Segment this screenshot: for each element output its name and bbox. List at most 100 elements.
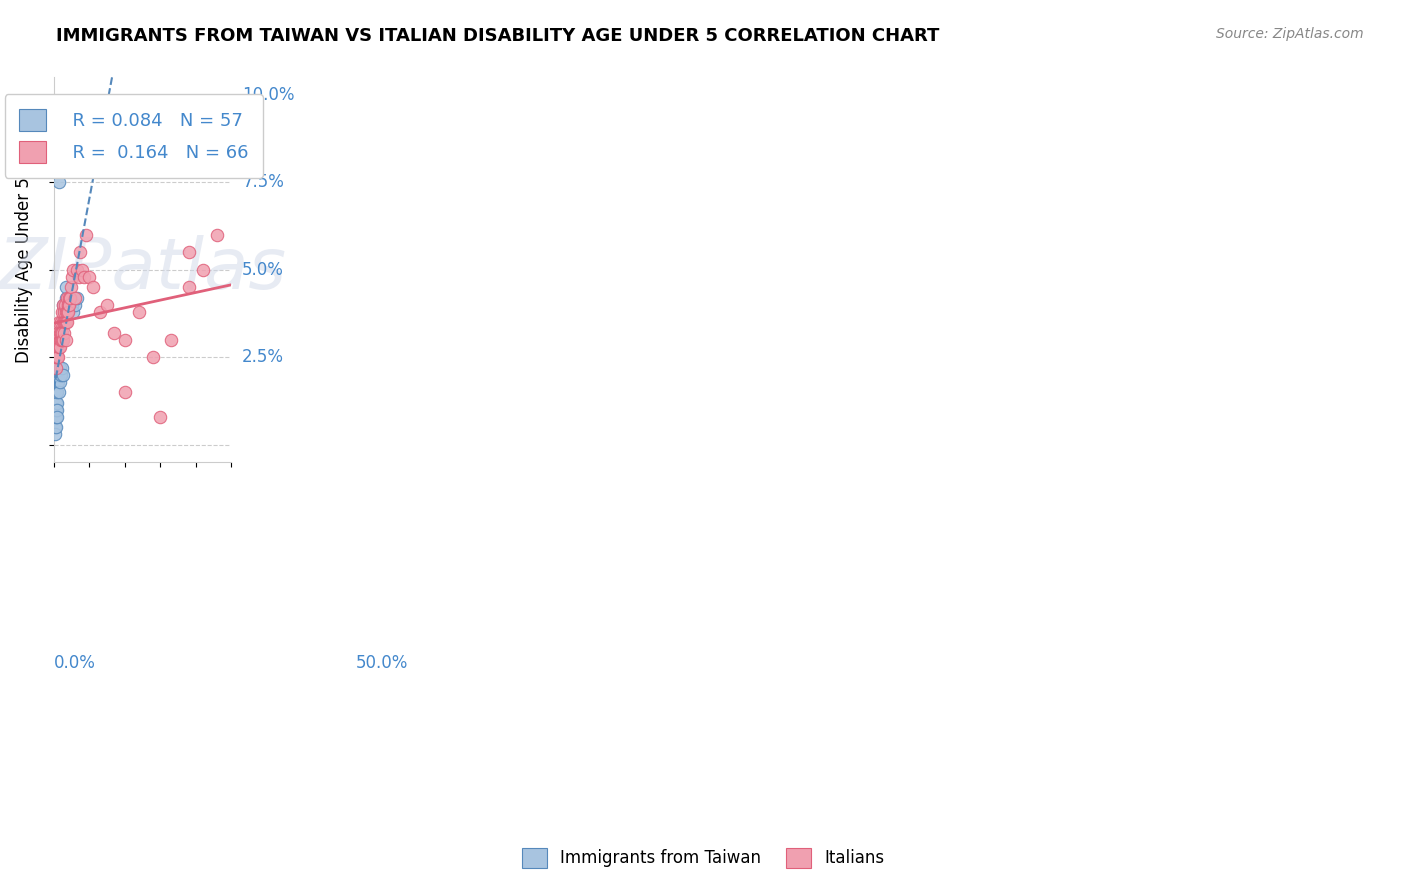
Point — [46, 368, 69, 382]
Point — [49, 368, 72, 382]
Point — [53, 304, 76, 318]
Point — [45, 368, 67, 382]
Point — [46, 375, 69, 389]
Point — [49, 360, 72, 375]
Point — [53, 298, 76, 312]
Point — [45, 350, 67, 364]
Text: 50.0%: 50.0% — [356, 655, 408, 673]
Text: 2.5%: 2.5% — [242, 348, 284, 366]
Point — [59, 291, 82, 305]
Text: Source: ZipAtlas.com: Source: ZipAtlas.com — [1216, 27, 1364, 41]
Point — [44, 360, 66, 375]
Point — [45, 326, 67, 340]
Point — [45, 395, 67, 409]
Text: 0.0%: 0.0% — [53, 655, 96, 673]
Point — [46, 340, 69, 354]
Point — [55, 291, 77, 305]
Point — [52, 298, 75, 312]
Point — [82, 280, 104, 294]
Point — [48, 368, 70, 382]
Point — [53, 315, 76, 329]
Point — [46, 105, 69, 120]
Point — [45, 375, 67, 389]
Point — [51, 326, 73, 340]
Point — [52, 333, 75, 347]
Point — [55, 315, 77, 329]
Point — [49, 375, 72, 389]
Point — [48, 340, 70, 354]
Point — [45, 402, 67, 417]
Point — [44, 340, 66, 354]
Point — [44, 385, 66, 400]
Point — [58, 298, 80, 312]
Point — [128, 304, 150, 318]
Point — [53, 315, 76, 329]
Point — [45, 368, 67, 382]
Point — [89, 304, 111, 318]
Point — [44, 402, 66, 417]
Point — [44, 368, 66, 382]
Point — [56, 298, 79, 312]
Point — [45, 385, 67, 400]
Point — [59, 291, 82, 305]
Point — [49, 333, 72, 347]
Point — [77, 269, 100, 284]
Point — [70, 262, 93, 277]
Point — [75, 227, 97, 242]
Point — [46, 350, 69, 364]
Point — [149, 409, 172, 424]
Point — [59, 280, 82, 294]
Point — [58, 291, 80, 305]
Point — [51, 326, 73, 340]
Point — [96, 298, 118, 312]
Point — [45, 402, 67, 417]
Legend: Immigrants from Taiwan, Italians: Immigrants from Taiwan, Italians — [515, 841, 891, 875]
Point — [48, 326, 70, 340]
Point — [66, 291, 89, 305]
Point — [191, 262, 214, 277]
Point — [73, 269, 96, 284]
Point — [58, 298, 80, 312]
Point — [56, 304, 79, 318]
Point — [46, 375, 69, 389]
Point — [46, 333, 69, 347]
Text: IMMIGRANTS FROM TAIWAN VS ITALIAN DISABILITY AGE UNDER 5 CORRELATION CHART: IMMIGRANTS FROM TAIWAN VS ITALIAN DISABI… — [56, 27, 939, 45]
Point — [44, 395, 66, 409]
Point — [45, 350, 67, 364]
Point — [55, 304, 77, 318]
Point — [55, 333, 77, 347]
Point — [46, 402, 69, 417]
Point — [45, 385, 67, 400]
Point — [46, 385, 69, 400]
Point — [44, 420, 66, 434]
Point — [49, 340, 72, 354]
Point — [56, 304, 79, 318]
Point — [44, 427, 66, 442]
Point — [45, 420, 67, 434]
Point — [49, 326, 72, 340]
Point — [48, 333, 70, 347]
Point — [56, 298, 79, 312]
Text: 7.5%: 7.5% — [242, 173, 284, 192]
Point — [55, 280, 77, 294]
Point — [44, 409, 66, 424]
Point — [103, 326, 125, 340]
Point — [52, 315, 75, 329]
Point — [44, 360, 66, 375]
Point — [44, 385, 66, 400]
Point — [52, 368, 75, 382]
Point — [44, 375, 66, 389]
Point — [45, 360, 67, 375]
Point — [114, 385, 136, 400]
Text: 10.0%: 10.0% — [242, 86, 295, 104]
Point — [44, 350, 66, 364]
Point — [48, 385, 70, 400]
Point — [44, 375, 66, 389]
Point — [48, 368, 70, 382]
Point — [177, 245, 200, 260]
Point — [67, 269, 90, 284]
Point — [60, 298, 83, 312]
Point — [159, 333, 181, 347]
Point — [49, 315, 72, 329]
Point — [48, 175, 70, 189]
